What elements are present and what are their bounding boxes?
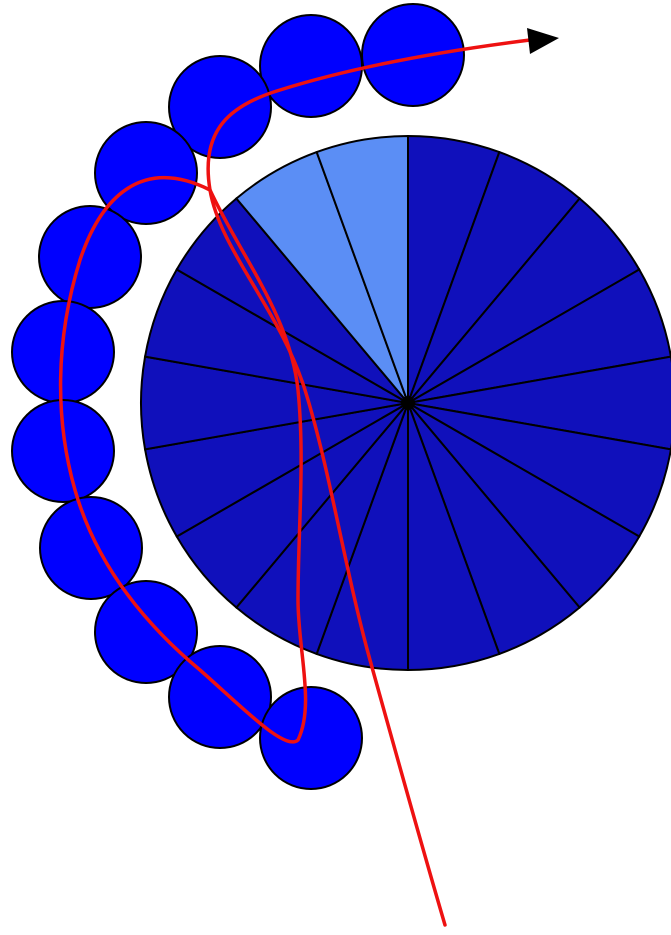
path-loop — [58, 176, 308, 744]
bead-circle — [38, 205, 142, 309]
wheel-hub — [401, 396, 415, 410]
bead-circle — [259, 686, 363, 790]
bead-circle — [259, 14, 363, 118]
curved-path — [58, 28, 559, 927]
arrowhead-icon — [527, 28, 559, 54]
bead-circle — [94, 580, 198, 684]
segmented-wheel — [140, 134, 671, 672]
bead-circle — [168, 645, 272, 749]
bead-circle — [94, 121, 198, 225]
bead-circle — [11, 399, 115, 503]
bead-circle — [39, 496, 143, 600]
path-line — [206, 38, 532, 927]
wheel-segment — [315, 134, 409, 404]
bead-circle — [361, 3, 465, 107]
bead-circle — [168, 55, 272, 159]
bead-chain — [11, 3, 465, 790]
